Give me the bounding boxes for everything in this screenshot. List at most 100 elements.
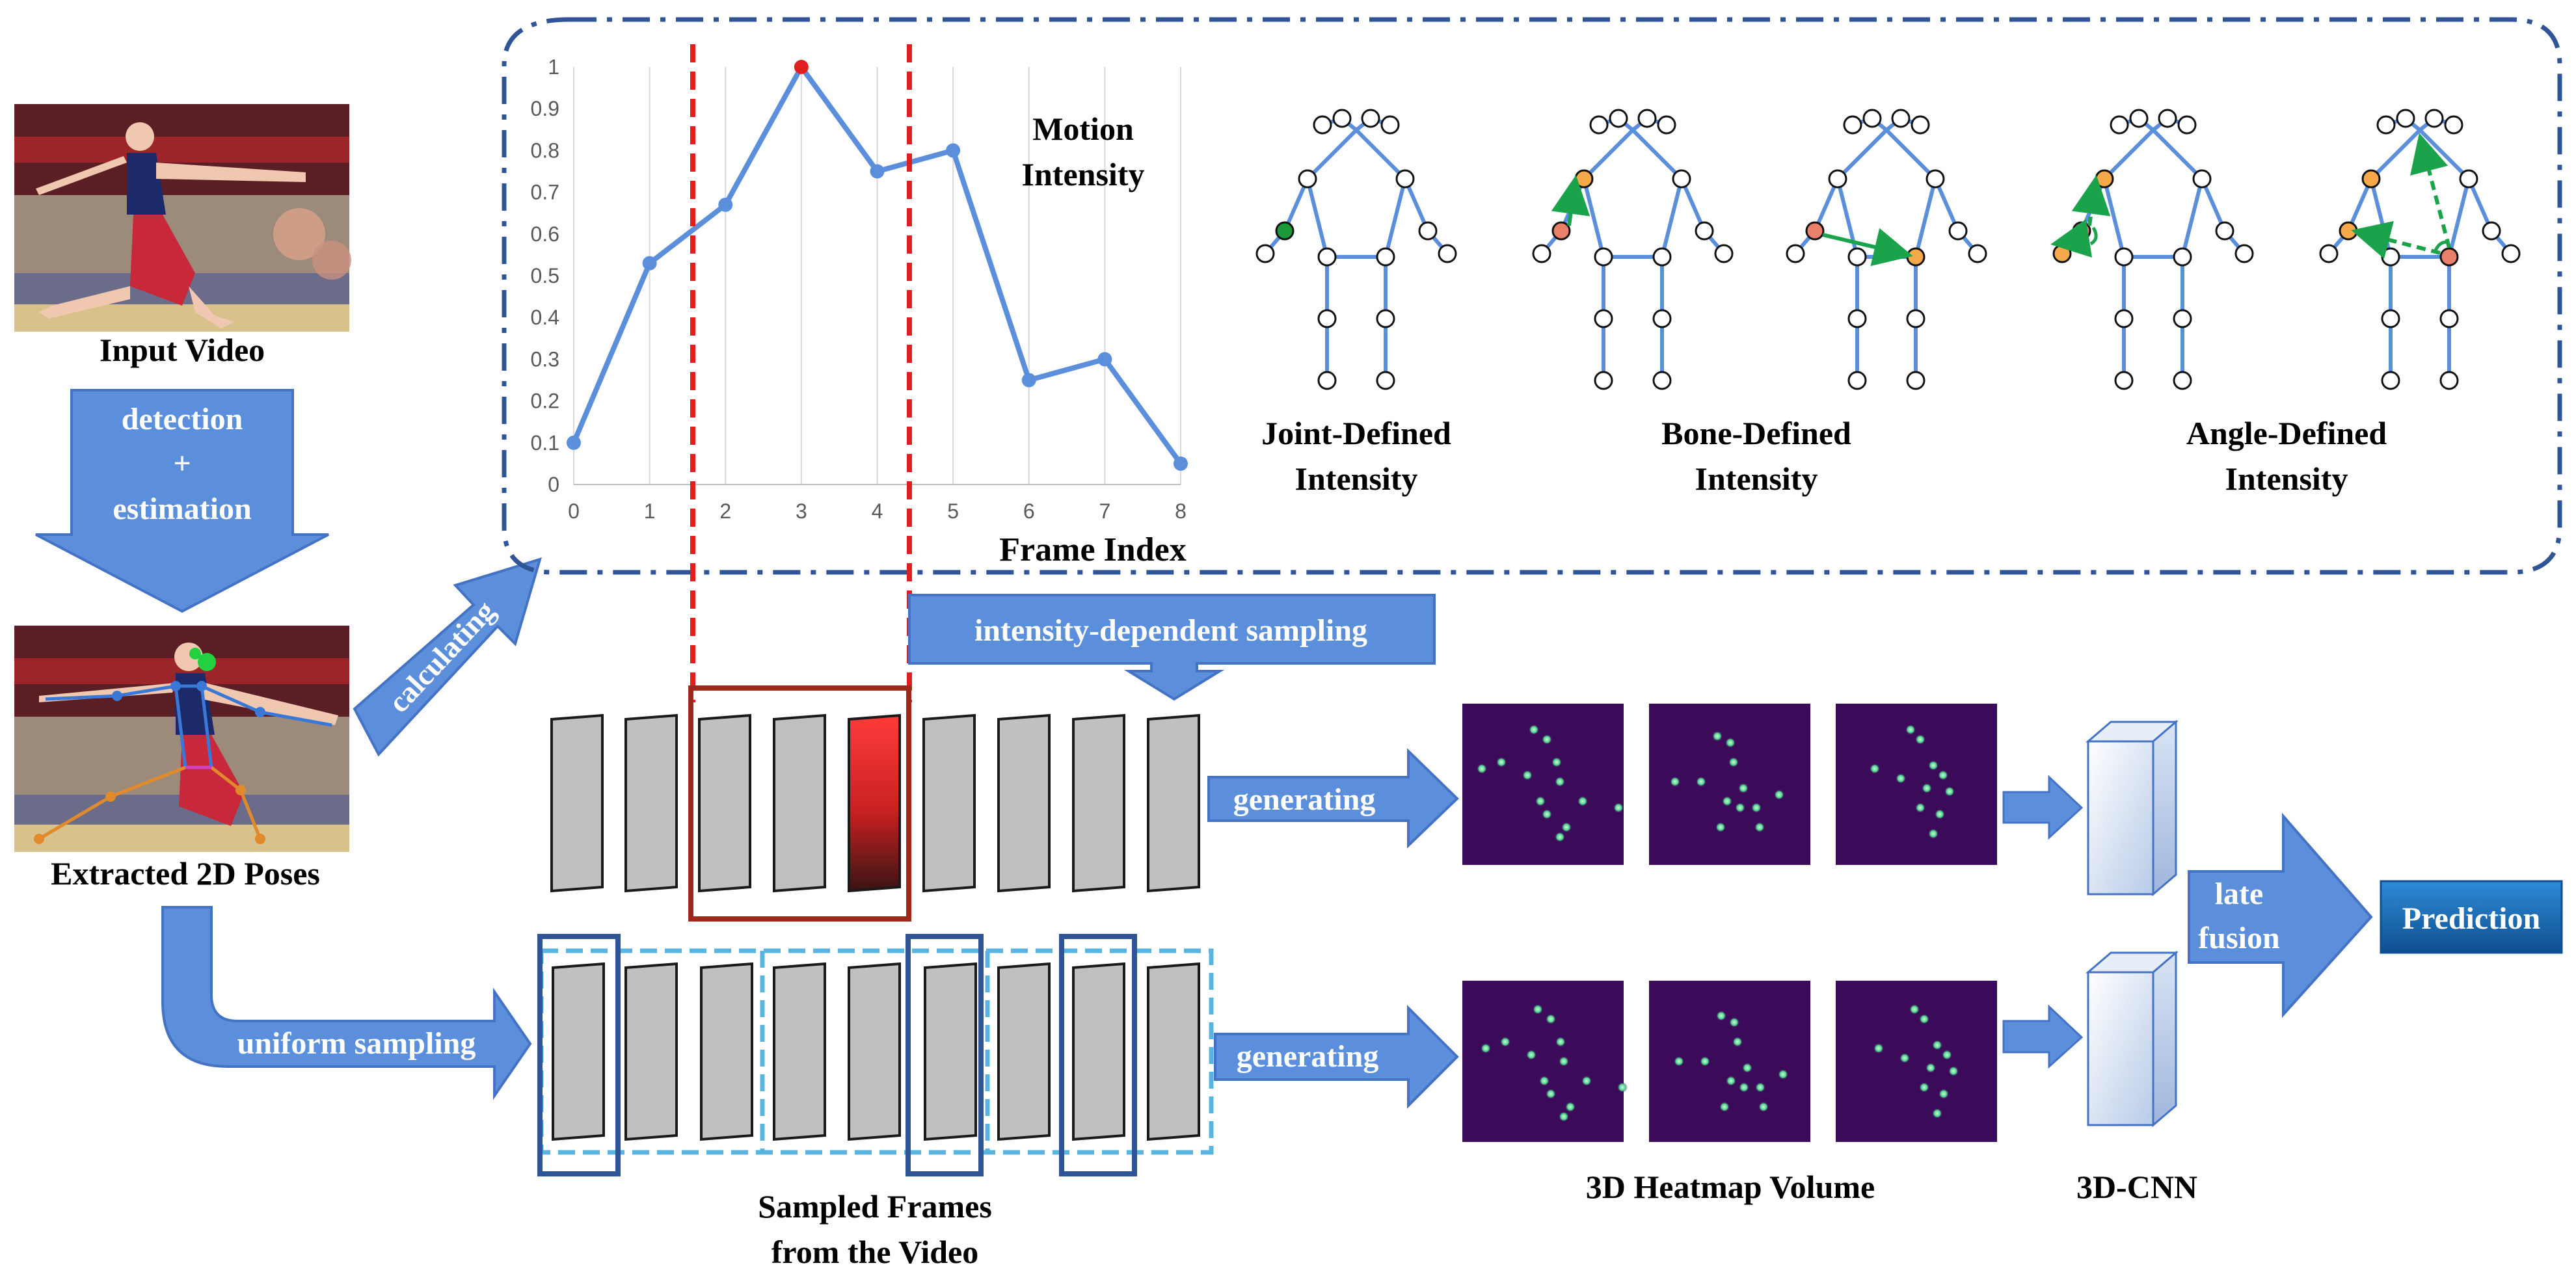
skeleton-joint — [2439, 371, 2459, 390]
skeleton-joint — [1786, 244, 1805, 263]
skeleton-bone — [1631, 128, 1684, 181]
skeleton-joint — [1968, 244, 1987, 263]
uniform-sampling-arrow — [161, 906, 532, 1100]
skeleton-bone — [1582, 128, 1635, 181]
frame — [1147, 713, 1200, 893]
skeleton-joint — [1376, 371, 1395, 390]
skeleton-joint — [1361, 109, 1380, 128]
skeleton-joint — [1594, 247, 1613, 267]
frame — [773, 962, 826, 1141]
frame — [1147, 962, 1200, 1141]
heatmap-keypoint — [1742, 1063, 1752, 1073]
skeleton-joint — [1652, 371, 1672, 390]
angle-intensity-label-line2: Intensity — [2225, 460, 2348, 497]
chart-x-tick-label: 0 — [568, 499, 580, 523]
heatmap-keypoint — [1529, 724, 1539, 735]
skeleton-joint — [1574, 169, 1594, 189]
chart-x-tick-label: 6 — [1023, 499, 1035, 523]
skeleton-joint — [1657, 115, 1676, 135]
skeleton-joint — [1418, 221, 1438, 241]
calculating-arrow — [353, 557, 542, 757]
input-video-label: Input Video — [100, 332, 265, 368]
heatmap — [1462, 704, 1624, 865]
heatmap-keypoint — [1561, 822, 1572, 832]
skeleton-joint — [1862, 109, 1882, 128]
heatmap-keypoint — [1546, 1014, 1556, 1024]
skeleton-bone — [2418, 128, 2471, 181]
skeleton-bone — [1283, 178, 1309, 232]
heatmap-keypoint — [1729, 1017, 1739, 1028]
heatmap-keypoint — [1778, 1069, 1788, 1080]
heatmap-keypoint — [1915, 734, 1925, 745]
skeleton-bone — [1660, 178, 1684, 258]
skeleton-joint — [1332, 109, 1352, 128]
fusion-label: fusion — [2198, 921, 2279, 955]
skeleton-joint — [1847, 247, 1867, 267]
heatmap-keypoint — [1896, 773, 1906, 784]
skeleton-bone — [1813, 178, 1840, 232]
heatmap-keypoint — [1577, 796, 1588, 806]
skeleton-joint — [1847, 309, 1867, 328]
skeleton-joint — [1317, 309, 1337, 328]
skeleton-joint — [1551, 221, 1571, 241]
heatmap-keypoint — [1909, 1004, 1920, 1015]
skeleton-bone — [1354, 128, 1407, 181]
intensity-sampling-label: intensity-dependent sampling — [974, 613, 1367, 648]
skeleton-joint — [1695, 221, 1714, 241]
bone-intensity-label-line2: Intensity — [1695, 460, 1818, 497]
joint-intensity-label-line2: Intensity — [1295, 460, 1418, 497]
angle-vector-arrow — [2050, 219, 2093, 258]
bone-vector-arrow — [1822, 228, 1913, 267]
heatmap-keypoint — [1944, 786, 1955, 797]
skeleton-joint — [2376, 115, 2396, 135]
frame — [624, 962, 678, 1141]
skeleton-joint — [1906, 309, 1925, 328]
skeleton-joint — [2114, 371, 2134, 390]
generating-arrow-bottom — [1214, 1005, 1459, 1109]
chart-x-tick-label: 2 — [719, 499, 731, 523]
heatmap-keypoint — [1919, 1082, 1929, 1093]
skeleton-joint — [1376, 309, 1395, 328]
late-fusion-arrow — [2188, 812, 2373, 1018]
heatmap-keypoint — [1674, 1056, 1684, 1067]
skeleton-joint — [2439, 309, 2459, 328]
skeleton-bone — [2369, 178, 2393, 258]
heatmap-keypoint — [1722, 796, 1732, 806]
chart-y-tick-label: 0.4 — [531, 306, 559, 329]
skeleton-bone — [1306, 128, 1358, 181]
heatmap-keypoint — [1559, 1056, 1569, 1067]
chart-peak-point — [794, 60, 809, 74]
skeleton-bone — [2467, 178, 2493, 232]
heatmap-keypoint — [1732, 1037, 1743, 1047]
heatmap-keypoint — [1919, 1014, 1929, 1024]
skeleton-joint — [2177, 115, 2197, 135]
skeleton-joint — [2444, 115, 2463, 135]
frame — [773, 713, 826, 893]
chart-x-tick-label: 1 — [644, 499, 656, 523]
chart-y-tick-label: 0.6 — [531, 222, 559, 246]
intensity-sampling-callout — [908, 594, 1436, 701]
chart-xlabel: Frame Index — [999, 531, 1186, 568]
detection-label: detection — [122, 402, 243, 436]
skeleton-joint — [1395, 169, 1415, 189]
skeleton-joint — [2319, 244, 2339, 263]
heatmap-keypoint — [1496, 757, 1507, 767]
frame — [624, 713, 678, 893]
heatmap-keypoint — [1938, 770, 1948, 780]
heatmap-keypoint — [1925, 1063, 1936, 1073]
skeleton-joint — [1911, 115, 1930, 135]
extracted-poses-label: Extracted 2D Poses — [51, 855, 320, 892]
frames-bottom-row — [552, 962, 1200, 1141]
generating-bottom-label: generating — [1237, 1039, 1379, 1074]
frame — [700, 962, 753, 1141]
chart-point — [567, 435, 581, 450]
skeleton-joint — [1317, 371, 1337, 390]
heatmap-keypoint — [1774, 789, 1784, 800]
heatmap-keypoint — [1922, 783, 1932, 793]
prediction-label: Prediction — [2402, 901, 2540, 936]
heatmap-keypoint — [1939, 1089, 1949, 1099]
skeleton-joint — [2114, 247, 2134, 267]
heatmap-keypoint — [1500, 1037, 1510, 1047]
skeleton-bone — [1885, 128, 1937, 181]
heatmap-keypoint — [1928, 829, 1939, 839]
